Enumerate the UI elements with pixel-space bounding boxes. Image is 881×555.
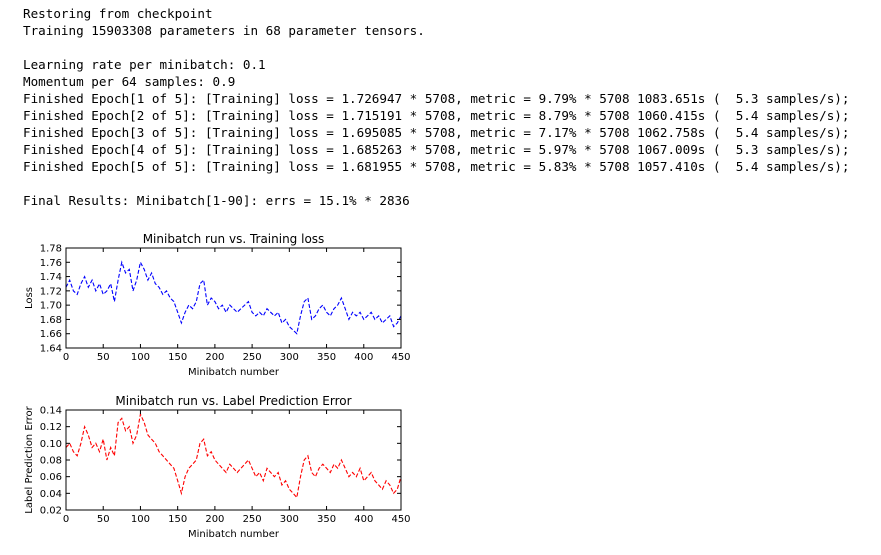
x-tick-label: 450 [391,352,410,363]
x-tick-label: 300 [280,352,299,363]
prediction-error-chart: Minibatch run vs. Label Prediction Error… [24,394,411,540]
x-tick-label: 100 [131,514,150,525]
x-tick-label: 450 [391,514,410,525]
y-tick-label: 0.10 [40,439,62,450]
x-axis-label: Minibatch number [188,367,280,378]
y-tick-label: 1.74 [40,272,62,283]
series-line [65,412,402,499]
y-tick-label: 0.12 [40,422,62,433]
x-tick-label: 300 [280,514,299,525]
x-tick-label: 400 [354,352,373,363]
log-line: Finished Epoch[1 of 5]: [Training] loss … [23,91,850,106]
plot-frame [65,247,402,349]
log-line: Training 15903308 parameters in 68 param… [23,23,425,38]
x-axis-label: Minibatch number [188,529,280,540]
x-tick-label: 50 [97,352,110,363]
y-tick-label: 0.02 [40,506,62,517]
log-line: Final Results: Minibatch[1-90]: errs = 1… [23,193,410,208]
console-log: Restoring from checkpoint Training 159033… [23,5,849,209]
x-tick-label: 350 [317,514,336,525]
plot-frame [65,409,402,511]
log-line: Learning rate per minibatch: 0.1 [23,57,266,72]
y-tick-label: 0.08 [40,456,62,467]
x-tick-label: 250 [243,352,262,363]
series-line [65,260,402,335]
y-tick-label: 1.70 [40,301,62,312]
log-line: Finished Epoch[2 of 5]: [Training] loss … [23,108,850,123]
y-tick-label: 1.76 [40,258,62,269]
x-tick-label: 150 [168,514,187,525]
x-tick-label: 200 [205,514,224,525]
x-tick-label: 50 [97,514,110,525]
y-tick-label: 1.78 [40,244,62,255]
x-tick-label: 400 [354,514,373,525]
y-tick-label: 0.14 [40,406,62,417]
y-tick-label: 1.68 [40,315,62,326]
x-tick-label: 200 [205,352,224,363]
x-tick-label: 0 [63,514,69,525]
x-tick-label: 350 [317,352,336,363]
y-tick-label: 0.06 [40,472,62,483]
training-loss-chart: Minibatch run vs. Training loss 0 50 100 150… [24,232,411,378]
log-line: Finished Epoch[5 of 5]: [Training] loss … [23,159,850,174]
y-axis-label: Label Prediction Error [24,405,35,513]
y-tick-label: 1.72 [40,286,62,297]
y-tick-label: 1.66 [40,329,62,340]
log-line: Restoring from checkpoint [23,6,213,21]
chart-title: Minibatch run vs. Training loss [143,232,325,246]
log-line [23,39,849,56]
log-line: Finished Epoch[3 of 5]: [Training] loss … [23,125,850,140]
y-tick-label: 1.64 [40,344,62,355]
y-axis-label: Loss [24,287,35,309]
x-tick-label: 150 [168,352,187,363]
log-line: Finished Epoch[4 of 5]: [Training] loss … [23,142,850,157]
y-tick-label: 0.04 [40,489,62,500]
x-tick-label: 250 [243,514,262,525]
x-tick-label: 0 [63,352,69,363]
log-line: Momentum per 64 samples: 0.9 [23,74,236,89]
log-line [23,175,849,192]
chart-title: Minibatch run vs. Label Prediction Error [115,394,351,408]
x-tick-label: 100 [131,352,150,363]
